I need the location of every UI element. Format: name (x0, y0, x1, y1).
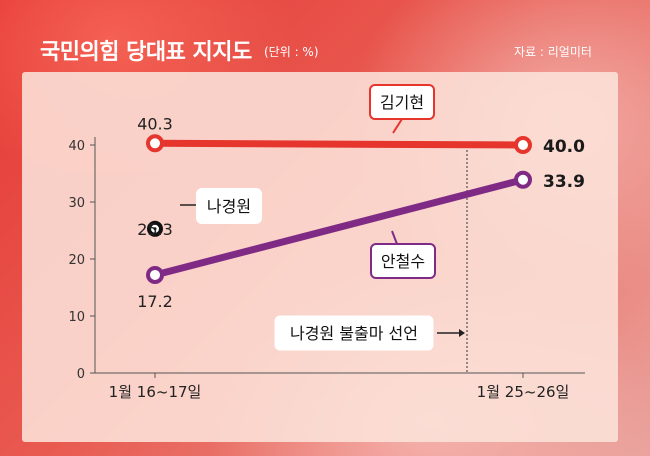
data-point (514, 170, 532, 189)
data-label: 17.2 (137, 292, 173, 311)
data-label: 25.3 (137, 220, 173, 239)
data-label: 40.0 (543, 137, 585, 157)
legend-na-text: 나경원 (207, 197, 251, 216)
y-tick-label: 10 (68, 310, 85, 325)
y-tick-label: 0 (77, 367, 85, 382)
legend-ahn-frame (370, 243, 436, 279)
y-tick-label: 40 (68, 139, 85, 154)
data-label: 40.3 (137, 114, 173, 133)
x-tick-label: 1월 16~17일 (109, 383, 202, 401)
legend-na: 나경원 (196, 188, 262, 224)
unit-label: (단위 : %) (264, 45, 319, 59)
legend-ahn: 안철수 (370, 230, 436, 279)
chart-title: 국민의힘 당대표 지지도 (40, 40, 252, 65)
legend-ahn-pointer (391, 230, 398, 245)
x-tick-label: 1월 25~26일 (477, 383, 570, 401)
legend-kim-pointer (392, 118, 403, 134)
legend-ahn-text: 안철수 (381, 252, 425, 271)
chart-panel (22, 72, 618, 442)
data-point (146, 265, 164, 284)
data-label: 33.9 (543, 172, 585, 192)
source-label: 자료 : 리얼미터 (514, 45, 592, 59)
announcement-frame (274, 315, 434, 351)
legend-na-frame (196, 188, 262, 224)
y-tick-label: 20 (68, 253, 85, 268)
data-point (514, 136, 532, 154)
legend-kim-text: 김기현 (380, 93, 424, 112)
announcement-callout: 나경원 불출마 선언 (274, 315, 465, 351)
series-line-1 (151, 176, 527, 279)
announcement-text: 나경원 불출마 선언 (290, 324, 418, 343)
y-tick-label: 30 (68, 196, 85, 211)
series-line-0 (151, 139, 527, 149)
data-point (146, 134, 164, 153)
legend-kim: 김기현 (369, 84, 435, 134)
announcement-arrowhead (459, 329, 465, 337)
data-point-center (153, 227, 157, 231)
